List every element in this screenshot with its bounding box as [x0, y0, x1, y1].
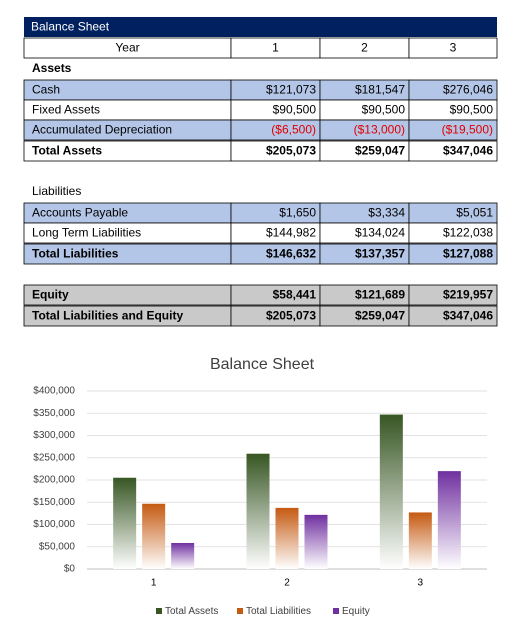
x-tick-label: 3	[418, 578, 424, 589]
legend-swatch	[237, 608, 243, 614]
y-tick-label: $100,000	[33, 519, 75, 530]
y-tick-label: $200,000	[33, 475, 75, 486]
cell-value: $347,046	[443, 144, 493, 158]
bar	[379, 414, 403, 569]
y-tick-label: $0	[64, 564, 76, 575]
y-tick-label: $400,000	[33, 386, 75, 397]
y-tick-label: $50,000	[39, 541, 76, 552]
title-bar	[24, 17, 497, 37]
cell-value: $90,500	[273, 103, 317, 117]
cell-value: 1	[272, 41, 279, 55]
legend-label: Equity	[342, 606, 370, 617]
cell-value: $259,047	[355, 144, 405, 158]
cell-value: $1,650	[279, 206, 316, 220]
legend-label: Total Assets	[165, 606, 218, 617]
cell-value: $90,500	[362, 103, 406, 117]
y-tick-label: $150,000	[33, 497, 75, 508]
row-label: Total Assets	[32, 144, 102, 158]
row-label: Equity	[32, 288, 69, 302]
section-label: Liabilities	[32, 184, 81, 198]
row-label: Total Liabilities and Equity	[32, 309, 183, 323]
x-tick-label: 2	[284, 578, 290, 589]
cell-value: $347,046	[443, 309, 493, 323]
cell-value: $58,441	[273, 288, 317, 302]
y-tick-label: $350,000	[33, 408, 75, 419]
bar	[408, 512, 432, 569]
cell-value: $259,047	[355, 309, 405, 323]
table-cell	[408, 140, 498, 162]
legend-swatch	[156, 608, 162, 614]
chart-title: Balance Sheet	[210, 356, 315, 373]
bar	[142, 503, 166, 569]
cell-value: $137,357	[355, 247, 405, 261]
cell-value: $134,024	[355, 226, 405, 240]
row-label: Fixed Assets	[32, 103, 100, 117]
cell-value: $3,334	[368, 206, 405, 220]
cell-value: $205,073	[266, 309, 316, 323]
table-cell	[408, 119, 498, 141]
legend-swatch	[333, 608, 339, 614]
row-label: Year	[115, 41, 139, 55]
bar	[275, 507, 299, 569]
bar	[304, 514, 328, 569]
row-label: Total Liabilities	[32, 247, 119, 261]
cell-value: ($6,500)	[271, 123, 316, 137]
cell-value: $276,046	[443, 83, 493, 97]
row-label: Cash	[32, 83, 60, 97]
cell-value: $205,073	[266, 144, 316, 158]
bar	[171, 542, 195, 569]
cell-value: $181,547	[355, 83, 405, 97]
table-cell	[408, 222, 498, 244]
cell-value: $146,632	[266, 247, 316, 261]
y-tick-label: $250,000	[33, 452, 75, 463]
cell-value: $5,051	[456, 206, 493, 220]
cell-value: 3	[450, 41, 457, 55]
table-title: Balance Sheet	[31, 20, 110, 34]
cell-value: $90,500	[450, 103, 494, 117]
section-label: Assets	[32, 61, 72, 75]
cell-value: ($19,500)	[442, 123, 493, 137]
cell-value: 2	[361, 41, 368, 55]
row-label: Accounts Payable	[32, 206, 128, 220]
cell-value: $121,689	[355, 288, 405, 302]
cell-value: $121,073	[266, 83, 316, 97]
cell-value: $219,957	[443, 288, 493, 302]
y-tick-label: $300,000	[33, 430, 75, 441]
table-cell	[408, 284, 498, 306]
cell-value: $122,038	[443, 226, 493, 240]
row-label: Accumulated Depreciation	[32, 123, 172, 137]
x-tick-label: 1	[151, 578, 157, 589]
cell-value: ($13,000)	[354, 123, 405, 137]
table-cell	[408, 243, 498, 265]
bar	[437, 471, 461, 569]
table-cell	[408, 37, 498, 59]
row-label: Long Term Liabilities	[32, 226, 141, 240]
cell-value: $144,982	[266, 226, 316, 240]
cell-value: $127,088	[443, 247, 493, 261]
bar	[246, 453, 270, 569]
legend-label: Total Liabilities	[246, 606, 311, 617]
table-cell	[408, 305, 498, 327]
bar	[113, 477, 137, 569]
